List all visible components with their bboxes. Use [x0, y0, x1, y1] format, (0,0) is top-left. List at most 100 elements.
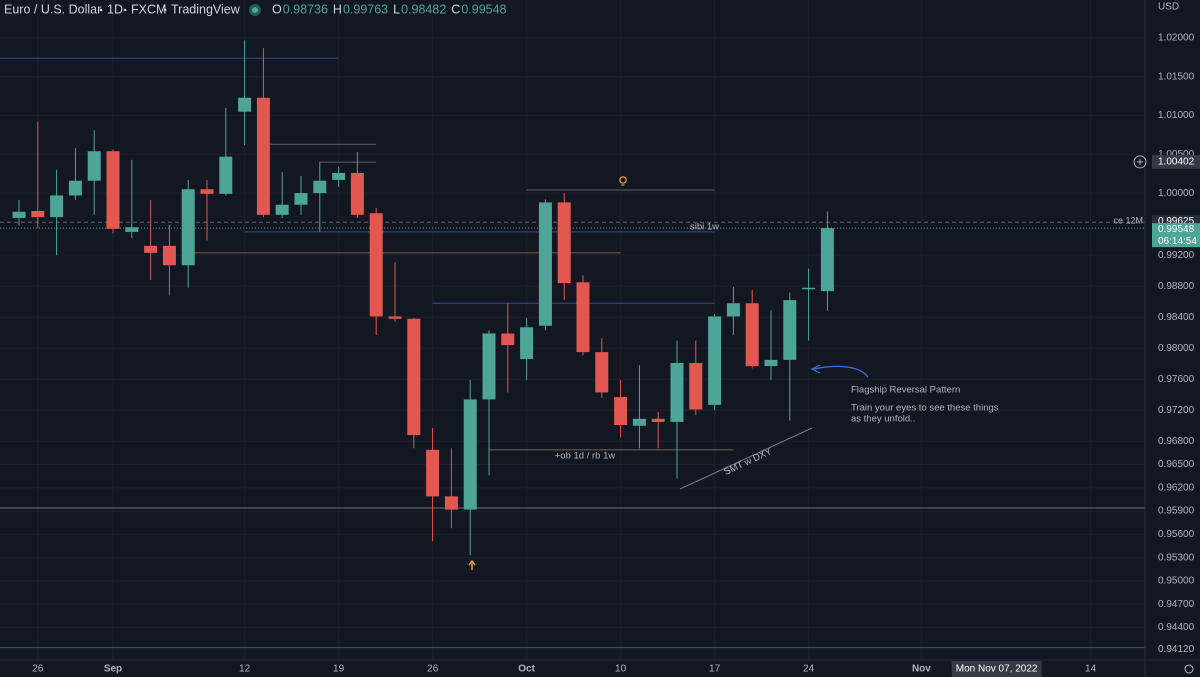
- x-tick-label: Nov: [912, 664, 931, 675]
- candle-body: [294, 193, 308, 205]
- candle-body: [275, 204, 289, 215]
- y-tick-label: 0.95600: [1158, 529, 1195, 540]
- candle-body: [745, 303, 759, 367]
- candle-body: [708, 316, 722, 405]
- candle-body: [463, 399, 477, 510]
- marked-level-price: 0.99625: [1158, 216, 1195, 227]
- x-tick-label: Oct: [518, 664, 535, 675]
- separator: [163, 8, 167, 12]
- y-tick-label: 1.02000: [1158, 33, 1195, 44]
- candle-body: [538, 202, 552, 326]
- ohlc-label: O: [272, 2, 282, 16]
- grid: [0, 0, 1145, 660]
- candle-body: [576, 282, 590, 353]
- marked-level-name: ce 12M: [1113, 216, 1143, 226]
- y-tick-label: 0.94700: [1158, 599, 1195, 610]
- candle-body: [238, 97, 252, 112]
- ohlc-value: 0.99763: [343, 2, 388, 16]
- candle-body: [388, 316, 402, 319]
- x-tick-label: 10: [615, 664, 627, 675]
- x-tick-label: 26: [427, 664, 439, 675]
- y-tick-label: 1.00500: [1158, 149, 1195, 160]
- trend-line: [679, 427, 813, 490]
- y-tick-label: 0.96200: [1158, 482, 1195, 493]
- crosshair-date: Mon Nov 07, 2022: [956, 664, 1038, 675]
- candle-body: [181, 189, 195, 266]
- candle-body: [614, 397, 628, 426]
- candle-body: [802, 287, 816, 290]
- candle-body: [68, 180, 82, 196]
- candle-body: [670, 362, 684, 422]
- x-tick-label: 17: [709, 664, 721, 675]
- candle-body: [426, 449, 440, 497]
- y-tick-label: 1.00000: [1158, 188, 1195, 199]
- candle-body: [31, 210, 45, 218]
- crosshair-date-box: [951, 661, 1042, 677]
- y-tick-label: 0.99200: [1158, 250, 1195, 261]
- annotation: sibi 1w: [690, 222, 719, 233]
- y-tick-label: 0.95000: [1158, 576, 1195, 587]
- price-axis: [1145, 0, 1200, 677]
- crosshair-price-box: [1152, 154, 1200, 169]
- ohlc-label: L: [393, 2, 400, 16]
- candle-body: [482, 333, 496, 400]
- current-price: 0.99548: [1158, 224, 1195, 235]
- candle-body: [726, 303, 740, 317]
- candle-body: [144, 245, 158, 253]
- candle-body: [444, 496, 458, 510]
- annotation: as they unfold..: [851, 414, 915, 425]
- y-tick-label: 0.96500: [1158, 459, 1195, 470]
- y-tick-label: 0.98800: [1158, 281, 1195, 292]
- separator: [123, 8, 127, 12]
- candle-body: [256, 97, 270, 215]
- x-tick-label: 14: [1085, 664, 1097, 675]
- annotation: +ob 1d / rb 1w: [555, 451, 616, 462]
- x-tick-label: 24: [803, 664, 815, 675]
- source: TradingView: [171, 2, 241, 16]
- arrow: [813, 365, 869, 378]
- candle-body: [783, 300, 797, 360]
- annotation: SMT w DXY: [722, 446, 774, 478]
- y-tick-label: 0.96800: [1158, 436, 1195, 447]
- y-tick-label: 0.95300: [1158, 552, 1195, 563]
- candle-body: [50, 195, 64, 218]
- candle-body: [557, 202, 571, 284]
- arrow-up-icon: [468, 559, 476, 570]
- arrow-head: [810, 364, 821, 374]
- candle-body: [87, 151, 101, 181]
- annotation: Train your eyes to see these things: [851, 403, 999, 414]
- candle-body: [369, 213, 383, 317]
- y-tick-label: 1.01000: [1158, 110, 1195, 121]
- candle-body: [651, 418, 665, 422]
- y-tick-label: 1.01500: [1158, 71, 1195, 82]
- time-axis: [0, 660, 1200, 677]
- candle-body: [501, 333, 515, 346]
- candle-body: [689, 362, 703, 410]
- symbol: Euro / U.S. Dollar: [4, 2, 101, 16]
- candle-body: [200, 189, 214, 194]
- candle-body: [125, 227, 139, 232]
- y-tick-label: 0.98400: [1158, 312, 1195, 323]
- ohlc-label: C: [451, 2, 460, 16]
- candle-body: [219, 156, 233, 194]
- candle-body: [12, 211, 26, 218]
- candle-body: [162, 245, 176, 266]
- ohlc-value: 0.98482: [401, 2, 446, 16]
- y-tick-label: 0.97600: [1158, 374, 1195, 385]
- candle-body: [764, 359, 778, 367]
- candle-body: [595, 352, 609, 393]
- candle-body: [332, 172, 346, 180]
- candle-body: [106, 151, 120, 229]
- interval: 1D: [107, 2, 123, 16]
- y-tick-label: 0.98000: [1158, 343, 1195, 354]
- add-icon: [1137, 158, 1143, 165]
- y-tick-label: 0.97200: [1158, 405, 1195, 416]
- exchange: FXCM: [131, 2, 166, 16]
- crosshair-price: 1.00402: [1158, 157, 1195, 168]
- candle-body: [520, 327, 534, 360]
- ohlc: O 0.98736 H 0.99763 L 0.98482 C 0.99548: [272, 2, 507, 16]
- x-tick-label: Sep: [104, 664, 122, 675]
- bulb-icon: [619, 176, 627, 186]
